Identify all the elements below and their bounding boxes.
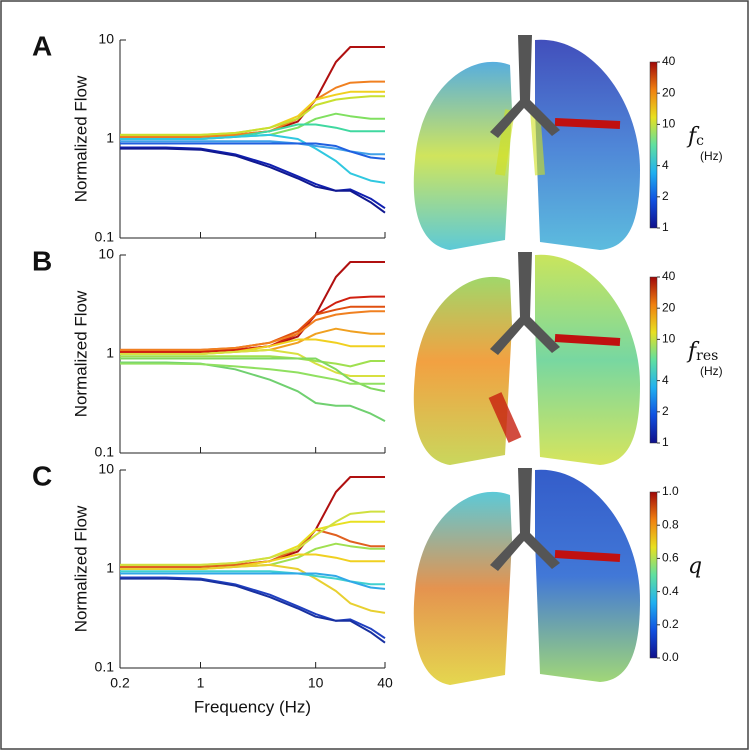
colorbar-tick-label: 0.4 bbox=[662, 584, 679, 598]
colorbar-label: fres bbox=[686, 339, 718, 364]
series-line bbox=[120, 80, 385, 138]
x-tick-label: 10 bbox=[308, 675, 324, 691]
colorbar-tick-label: 0.6 bbox=[662, 551, 679, 565]
colorbar-tick-label: 40 bbox=[662, 269, 676, 283]
series-line bbox=[120, 146, 386, 210]
colorbar-tick-label: 40 bbox=[662, 54, 676, 68]
colorbar-tick-label: 1 bbox=[662, 220, 669, 234]
x-tick-label: 40 bbox=[377, 675, 393, 691]
y-tick-label: 0.1 bbox=[95, 229, 115, 245]
colorbar bbox=[649, 491, 658, 659]
panel-label: B bbox=[32, 245, 52, 276]
series-line bbox=[120, 520, 385, 566]
colorbar-tick-label: 20 bbox=[662, 300, 676, 314]
series-line bbox=[120, 362, 385, 385]
y-tick-label: 1 bbox=[106, 560, 114, 576]
colorbar bbox=[649, 276, 658, 444]
colorbar-tick-label: 2 bbox=[662, 404, 669, 418]
y-axis-label: Normalized Flow bbox=[71, 290, 90, 417]
colorbar-tick-label: 0.2 bbox=[662, 617, 679, 631]
y-tick-label: 0.1 bbox=[95, 659, 115, 675]
series-line bbox=[120, 576, 386, 640]
series-line bbox=[120, 361, 386, 422]
series-line bbox=[120, 95, 385, 136]
series-line bbox=[120, 357, 386, 393]
colorbar-label-main: q bbox=[688, 554, 702, 579]
series-line bbox=[120, 147, 386, 214]
colorbar-tick-label: 1 bbox=[662, 435, 669, 449]
y-tick-label: 1 bbox=[106, 130, 114, 146]
colorbar-tick-label: 1.0 bbox=[662, 484, 679, 498]
series-line bbox=[120, 563, 386, 614]
x-axis-label: Frequency (Hz) bbox=[194, 697, 311, 716]
colorbar-tick-label: 4 bbox=[662, 373, 669, 387]
colorbar-tick-label: 0.0 bbox=[662, 650, 679, 664]
colorbar-tick-label: 10 bbox=[662, 332, 676, 346]
series-line bbox=[120, 577, 386, 644]
x-tick-label: 1 bbox=[197, 675, 205, 691]
colorbar-tick-label: 2 bbox=[662, 189, 669, 203]
series-line bbox=[120, 348, 385, 377]
colorbar-unit: (Hz) bbox=[700, 364, 723, 378]
lung-a bbox=[413, 35, 640, 250]
colorbar bbox=[649, 61, 658, 229]
y-tick-label: 1 bbox=[106, 345, 114, 361]
y-tick-label: 10 bbox=[98, 246, 114, 262]
series-line bbox=[120, 133, 386, 184]
y-tick-label: 10 bbox=[98, 31, 114, 47]
colorbar-tick-label: 10 bbox=[662, 117, 676, 131]
colorbar-tick-label: 0.8 bbox=[662, 517, 679, 531]
colorbar-label: q bbox=[688, 554, 702, 579]
colorbar-label: fc bbox=[686, 124, 704, 149]
series-line bbox=[120, 310, 385, 351]
series-line bbox=[120, 510, 385, 566]
lung-c bbox=[413, 468, 640, 685]
colorbar-tick-label: 4 bbox=[662, 158, 669, 172]
colorbar-tick-label: 20 bbox=[662, 85, 676, 99]
colorbar-label-sub: c bbox=[696, 133, 704, 149]
series-line bbox=[120, 295, 385, 353]
y-axis-label: Normalized Flow bbox=[71, 505, 90, 632]
y-tick-label: 10 bbox=[98, 461, 114, 477]
y-axis-label: Normalized Flow bbox=[71, 75, 90, 202]
lung-b bbox=[413, 252, 640, 465]
series-line bbox=[120, 142, 386, 160]
y-tick-label: 0.1 bbox=[95, 444, 115, 460]
colorbar-unit: (Hz) bbox=[700, 149, 723, 163]
panel-label: A bbox=[32, 30, 52, 61]
series-line bbox=[120, 572, 386, 590]
colorbar-label-sub: res bbox=[696, 348, 718, 364]
panel-label: C bbox=[32, 460, 52, 491]
x-tick-label: 0.2 bbox=[110, 675, 130, 691]
